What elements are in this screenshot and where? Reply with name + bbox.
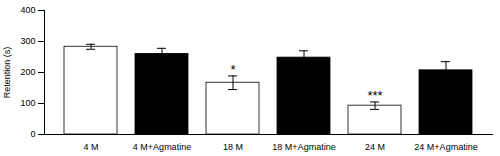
svg-text:18 M: 18 M [223,142,243,152]
svg-text:*: * [230,62,235,77]
svg-text:***: *** [367,88,382,103]
svg-text:18 M+Agmatine: 18 M+Agmatine [272,142,335,152]
svg-text:Retention (s): Retention (s) [2,47,12,99]
svg-text:100: 100 [20,98,35,108]
svg-text:0: 0 [30,129,35,139]
svg-text:24 M: 24 M [365,142,385,152]
svg-text:24 M+Agmatine: 24 M+Agmatine [414,142,477,152]
svg-text:200: 200 [20,67,35,77]
svg-text:4 M+Agmatine: 4 M+Agmatine [133,142,191,152]
svg-text:4 M: 4 M [83,142,98,152]
svg-text:400: 400 [20,5,35,15]
svg-text:300: 300 [20,36,35,46]
